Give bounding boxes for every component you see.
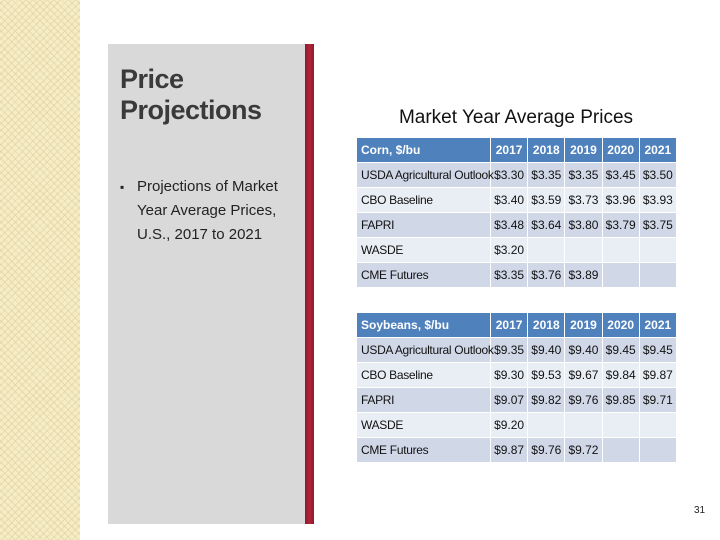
price-cell: $9.87 [638, 362, 677, 388]
page-title: Price Projections [120, 64, 262, 125]
accent-divider [305, 44, 314, 524]
price-cell: $3.89 [564, 262, 603, 288]
price-cell: $3.40 [489, 187, 529, 213]
table-row: USDA Agricultural Outlook $9.35 $9.40 $9… [356, 337, 677, 363]
soybeans-header: Soybeans, $/bu [356, 312, 491, 338]
year-header: 2019 [564, 312, 603, 338]
year-header: 2021 [638, 312, 677, 338]
row-label: USDA Agricultural Outlook [356, 337, 494, 363]
row-label: WASDE [356, 237, 491, 263]
year-header: 2020 [601, 312, 640, 338]
price-cell: $9.30 [489, 362, 529, 388]
price-cell [638, 412, 677, 438]
price-cell: $9.45 [601, 337, 640, 363]
price-cell: $3.75 [638, 212, 677, 238]
decorative-left-strip [0, 0, 80, 540]
bullet-point: ▪ Projections of Market Year Average Pri… [120, 175, 300, 247]
price-cell: $9.40 [564, 337, 603, 363]
price-cell [564, 237, 603, 263]
table-row: CBO Baseline $9.30 $9.53 $9.67 $9.84 $9.… [356, 362, 677, 388]
row-label: FAPRI [356, 212, 491, 238]
table-header-row: Soybeans, $/bu 2017 2018 2019 2020 2021 [356, 312, 677, 338]
table-row: CME Futures $3.35 $3.76 $3.89 [356, 262, 677, 288]
price-cell: $9.85 [601, 387, 640, 413]
table-row: USDA Agricultural Outlook $3.30 $3.35 $3… [356, 162, 677, 188]
price-cell: $3.73 [564, 187, 603, 213]
price-cell: $3.35 [489, 262, 529, 288]
row-label: CBO Baseline [356, 187, 491, 213]
corn-price-table: Corn, $/bu 2017 2018 2019 2020 2021 USDA… [356, 137, 677, 288]
price-cell: $9.87 [489, 437, 529, 463]
price-cell: $9.76 [564, 387, 603, 413]
year-header: 2018 [527, 137, 566, 163]
year-header: 2017 [489, 312, 529, 338]
price-cell: $9.76 [527, 437, 566, 463]
table-row: FAPRI $9.07 $9.82 $9.76 $9.85 $9.71 [356, 387, 677, 413]
price-cell: $3.35 [527, 162, 566, 188]
price-cell: $3.30 [489, 162, 529, 188]
price-cell: $3.50 [638, 162, 677, 188]
bullet-icon: ▪ [120, 180, 125, 194]
price-cell: $3.45 [601, 162, 640, 188]
title-panel [108, 44, 305, 524]
year-header: 2019 [564, 137, 603, 163]
price-cell: $9.53 [527, 362, 566, 388]
row-label: CME Futures [356, 262, 491, 288]
page-number: 31 [694, 505, 706, 516]
corn-header: Corn, $/bu [356, 137, 491, 163]
year-header: 2020 [601, 137, 640, 163]
price-cell [638, 437, 677, 463]
price-cell [601, 437, 640, 463]
year-header: 2017 [489, 137, 529, 163]
price-cell [564, 412, 603, 438]
price-cell [601, 412, 640, 438]
price-cell: $9.67 [564, 362, 603, 388]
price-cell: $3.59 [527, 187, 566, 213]
price-cell: $9.84 [601, 362, 640, 388]
year-header: 2021 [638, 137, 677, 163]
table-title: Market Year Average Prices [398, 107, 634, 128]
price-cell [601, 237, 640, 263]
price-cell: $3.93 [638, 187, 677, 213]
row-label: WASDE [356, 412, 491, 438]
row-label: CME Futures [356, 437, 491, 463]
price-cell: $3.48 [489, 212, 529, 238]
price-cell [638, 237, 677, 263]
price-cell: $3.80 [564, 212, 603, 238]
price-cell [638, 262, 677, 288]
price-cell: $3.79 [601, 212, 640, 238]
price-cell: $9.07 [489, 387, 529, 413]
price-cell [601, 262, 640, 288]
price-cell: $9.72 [564, 437, 603, 463]
price-cell: $3.64 [527, 212, 566, 238]
table-row: WASDE $3.20 [356, 237, 677, 263]
price-cell: $9.40 [527, 337, 566, 363]
row-label: FAPRI [356, 387, 491, 413]
table-header-row: Corn, $/bu 2017 2018 2019 2020 2021 [356, 137, 677, 163]
table-row: WASDE $9.20 [356, 412, 677, 438]
price-cell: $9.45 [638, 337, 677, 363]
price-cell [527, 412, 566, 438]
price-cell: $3.20 [489, 237, 529, 263]
table-row: CME Futures $9.87 $9.76 $9.72 [356, 437, 677, 463]
price-cell: $3.76 [527, 262, 566, 288]
price-cell [527, 237, 566, 263]
price-cell: $9.35 [489, 337, 529, 363]
price-cell: $9.20 [489, 412, 529, 438]
bullet-text: Projections of Market Year Average Price… [137, 178, 278, 243]
table-row: CBO Baseline $3.40 $3.59 $3.73 $3.96 $3.… [356, 187, 677, 213]
price-cell: $9.71 [638, 387, 677, 413]
price-cell: $3.96 [601, 187, 640, 213]
soybeans-price-table: Soybeans, $/bu 2017 2018 2019 2020 2021 … [356, 312, 677, 463]
row-label: USDA Agricultural Outlook [356, 162, 494, 188]
price-cell: $3.35 [564, 162, 603, 188]
table-row: FAPRI $3.48 $3.64 $3.80 $3.79 $3.75 [356, 212, 677, 238]
price-cell: $9.82 [527, 387, 566, 413]
year-header: 2018 [527, 312, 566, 338]
row-label: CBO Baseline [356, 362, 491, 388]
